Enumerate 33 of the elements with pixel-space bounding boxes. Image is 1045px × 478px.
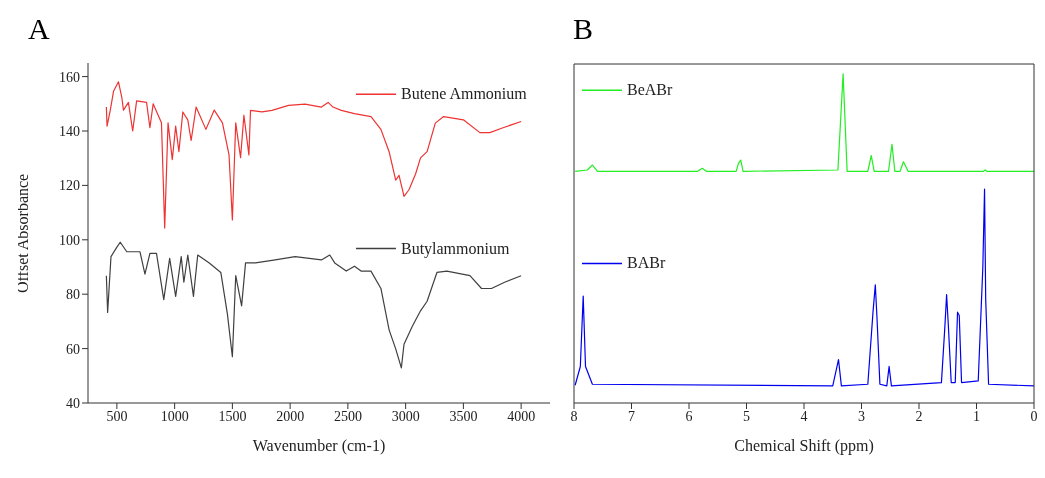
x-axis-title: Chemical Shift (ppm) — [734, 437, 874, 455]
x-tick-label: 4 — [800, 408, 808, 424]
x-tick-label: 5 — [743, 408, 750, 424]
y-tick-label: 40 — [66, 395, 80, 411]
legend-label: BABr — [627, 254, 666, 272]
x-tick-label: 0 — [1030, 408, 1038, 424]
legend-label: Butylammonium — [400, 239, 510, 258]
legend-label: BeABr — [627, 81, 673, 99]
x-tick-label: 6 — [685, 408, 693, 424]
x-axis-title: Wavenumber (cm-1) — [252, 437, 386, 455]
line-series — [105, 241, 522, 369]
y-tick-label: 160 — [59, 69, 80, 85]
x-tick-label: 3 — [858, 408, 865, 424]
x-tick-label: 2500 — [333, 408, 362, 424]
x-tick-label: 8 — [570, 408, 578, 424]
legend-label: Butene Ammonium — [400, 85, 528, 103]
x-tick-label: 1500 — [218, 408, 247, 424]
y-tick-label: 80 — [66, 287, 80, 303]
x-tick-label: 2000 — [276, 408, 305, 424]
x-tick-label: 2 — [915, 408, 923, 424]
x-tick-label: 3000 — [391, 408, 420, 424]
x-tick-label: 500 — [106, 408, 128, 424]
x-tick-label: 3500 — [449, 408, 478, 424]
x-tick-label: 1000 — [160, 408, 189, 424]
x-tick-label: 1 — [973, 408, 980, 424]
y-tick-label: 60 — [66, 341, 80, 357]
y-tick-label: 140 — [59, 123, 80, 139]
y-tick-label: 100 — [59, 232, 80, 248]
x-tick-label: 7 — [628, 408, 635, 424]
y-tick-label: 120 — [59, 178, 80, 194]
chart-title: A — [28, 12, 50, 46]
x-tick-label: 4000 — [507, 408, 536, 424]
chart-title: B — [573, 12, 594, 46]
